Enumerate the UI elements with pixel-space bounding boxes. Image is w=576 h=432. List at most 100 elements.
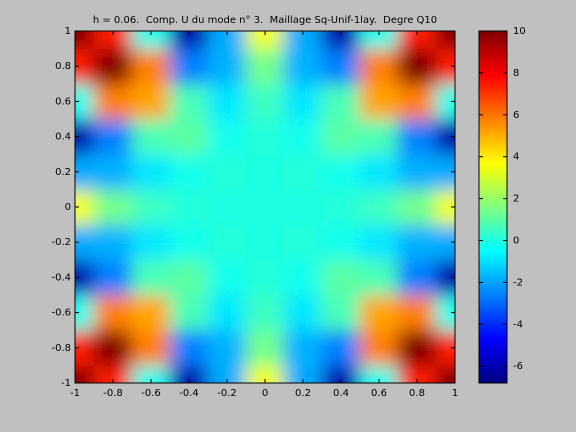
heatmap-cell [397,364,437,383]
x-tick-label: 0.2 [295,388,311,399]
heatmap-cell [283,294,323,331]
heatmap-cell [435,329,455,366]
heatmap-cell [93,83,133,120]
heatmap-cell [321,83,361,120]
heatmap-cell [283,83,323,120]
heatmap-cell [245,329,285,366]
colorbar-tick-label: -4 [513,319,523,330]
heatmap-cell [245,364,285,383]
heatmap-cell [397,31,437,50]
heatmap-cell [397,259,437,296]
heatmap-cell [169,31,209,50]
heatmap-field [75,31,455,383]
heatmap-cell [75,329,95,366]
heatmap-cell [321,224,361,261]
heatmap-cell [131,153,171,190]
x-tick-label: -1 [70,388,80,399]
heatmap-cell [169,188,209,226]
heatmap-cell [397,294,437,331]
heatmap-cell [169,364,209,383]
heatmap-cell [435,31,455,50]
colorbar-tick-label: -6 [513,361,523,372]
heatmap-cell [93,259,133,296]
heatmap-cell [359,153,399,190]
heatmap-cell [93,31,133,50]
heatmap-cell [131,188,171,226]
heatmap-cell [359,48,399,85]
heatmap-cell [435,259,455,296]
heatmap-cell [435,294,455,331]
heatmap-cell [75,153,95,190]
heatmap-cell [207,118,247,155]
heatmap-cell [207,329,247,366]
heatmap-cell [75,294,95,331]
heatmap-cell [397,48,437,85]
heatmap-cell [131,31,171,50]
heatmap-cell [93,294,133,331]
heatmap-cell [169,153,209,190]
y-tick-label: 0 [65,202,71,213]
heatmap-cell [245,188,285,226]
heatmap-cell [321,259,361,296]
y-tick-label: 1 [65,26,71,37]
axes-layer: -1 -0.8 -0.6 -0.4 -0.2 0 0.2 0.4 0.6 0.8 1 -1 -0.8 -0… [51,26,525,399]
heatmap-cell [207,224,247,261]
heatmap-cell [359,329,399,366]
heatmap-cell [397,83,437,120]
heatmap-cell [321,188,361,226]
heatmap-cell [435,118,455,155]
heatmap-cell [131,329,171,366]
heatmap-cell [93,188,133,226]
x-tick-label: -0.8 [103,388,123,399]
x-tick-label: -0.6 [141,388,161,399]
heatmap-cell [75,364,95,383]
x-tick-label: 0.8 [409,388,425,399]
heatmap-cell [435,83,455,120]
heatmap-cell [245,118,285,155]
heatmap-cell [207,153,247,190]
heatmap-cell [75,48,95,85]
heatmap-cell [207,48,247,85]
heatmap-cell [169,259,209,296]
heatmap-cell [93,48,133,85]
heatmap-cell [435,153,455,190]
colorbar-tick-label: -2 [513,277,523,288]
heatmap-cell [283,188,323,226]
heatmap-cell [131,48,171,85]
colorbar [479,31,507,383]
y-tick-label: -0.6 [51,308,71,319]
heatmap-cell [283,224,323,261]
heatmap-cell [93,118,133,155]
heatmap-cell [75,118,95,155]
heatmap-cell [131,364,171,383]
x-tick-label: -0.4 [179,388,199,399]
x-tick-label: -0.2 [217,388,237,399]
chart-title: h = 0.06. Comp. U du mode n° 3. Maillage… [93,15,437,26]
heatmap-cell [93,153,133,190]
colorbar-tick-label: 2 [513,194,519,205]
heatmap-cell [283,153,323,190]
heatmap-cell [359,31,399,50]
heatmap-cell [397,224,437,261]
heatmap-cell [169,329,209,366]
heatmap-cell [397,118,437,155]
heatmap-cell [131,259,171,296]
heatmap-cell [169,83,209,120]
heatmap-cell [397,329,437,366]
x-tick-label: 0 [262,388,268,399]
colorbar-frame [478,30,508,384]
heatmap-cell [397,188,437,226]
heatmap-cell [397,153,437,190]
heatmap-cell [283,48,323,85]
y-tick-label: -0.4 [51,272,71,283]
heatmap-cell [321,329,361,366]
heatmap-cell [75,83,95,120]
heatmap-cell [321,48,361,85]
heatmap-cell [245,48,285,85]
heatmap-cell [245,153,285,190]
heatmap-cell [207,294,247,331]
heatmap-cell [207,188,247,226]
x-tick-label: 0.4 [333,388,349,399]
heatmap-cell [321,31,361,50]
heatmap-cell [359,224,399,261]
